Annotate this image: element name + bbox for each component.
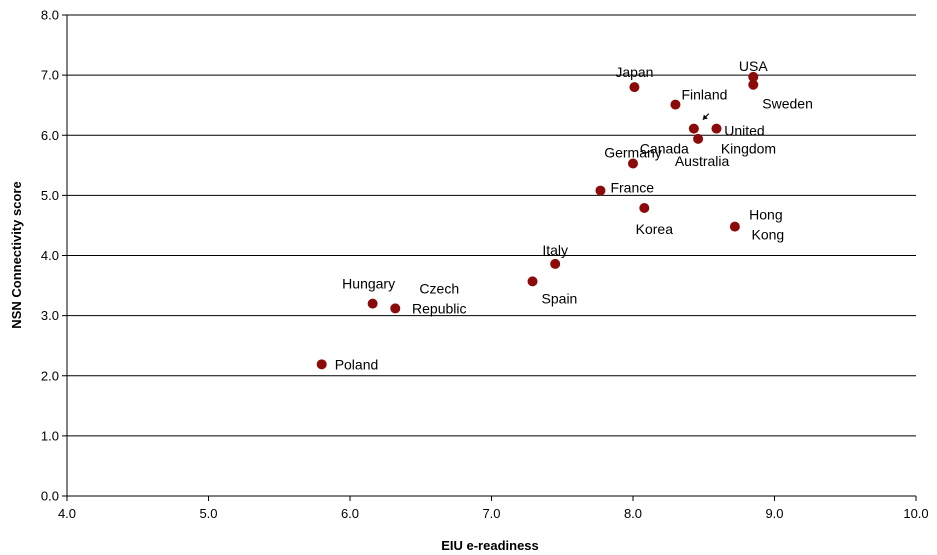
point-label: Kong [752,227,785,243]
point-label: Finland [681,87,727,103]
x-tick-label: 8.0 [624,506,642,521]
data-point [688,123,699,134]
y-tick-label: 3.0 [41,308,59,323]
point-label: Australia [675,153,730,169]
y-tick-label: 7.0 [41,68,59,83]
data-point [316,359,327,370]
x-tick-label: 9.0 [765,506,783,521]
x-axis-title: EIU e-readiness [441,538,539,553]
x-tick-labels: 4.0 5.0 6.0 7.0 8.0 9.0 10.0 [58,506,929,521]
point-label: Canada [640,141,689,157]
point-label: Kingdom [721,141,776,157]
y-tick-labels: 0.0 1.0 2.0 3.0 4.0 5.0 6.0 7.0 8.0 [41,8,59,504]
data-point [670,99,681,110]
arrow-icon [702,113,710,121]
point-label: France [610,180,654,196]
point-label: Czech [419,280,459,296]
y-axis-title: NSN Connectivity score [9,181,24,328]
x-tick-label: 5.0 [199,506,217,521]
point-label: Hong [749,207,782,223]
data-point [693,133,704,144]
point-label: Republic [412,300,466,316]
arrow-head [702,114,708,120]
point-label: Hungary [342,276,395,292]
x-tick-label: 6.0 [341,506,359,521]
data-point [550,258,561,269]
data-point [711,123,722,134]
y-tick-label: 8.0 [41,8,59,23]
data-point [628,158,638,169]
y-tick-label: 5.0 [41,188,59,203]
point-label: Italy [542,242,568,258]
point-label: Germany [604,145,662,161]
y-tick-label: 6.0 [41,128,59,143]
data-point [729,221,740,232]
gridlines [67,14,916,437]
point-labels: USA Sweden Japan Finland Canada United Kingdom… [335,58,813,372]
point-label: United [724,123,764,139]
point-label: USA [739,58,768,74]
x-tick-label: 10.0 [903,506,928,521]
axes [62,14,917,501]
data-point [527,276,538,287]
data-point [748,79,759,90]
data-point [748,71,759,82]
data-point [629,82,640,93]
point-label: Poland [335,356,379,372]
data-points [316,71,759,370]
data-point [639,203,650,214]
point-label: Sweden [762,96,813,112]
point-label: Japan [615,64,653,80]
y-tick-label: 1.0 [41,428,59,443]
y-tick-label: 2.0 [41,368,59,383]
x-tick-label: 7.0 [482,506,500,521]
x-tick-label: 4.0 [58,506,76,521]
y-tick-label: 0.0 [41,489,59,504]
data-point [595,185,606,196]
point-label: Spain [542,290,578,306]
data-point [390,303,401,314]
point-label: Korea [636,221,674,237]
data-point [367,298,378,309]
y-tick-label: 4.0 [41,248,59,263]
